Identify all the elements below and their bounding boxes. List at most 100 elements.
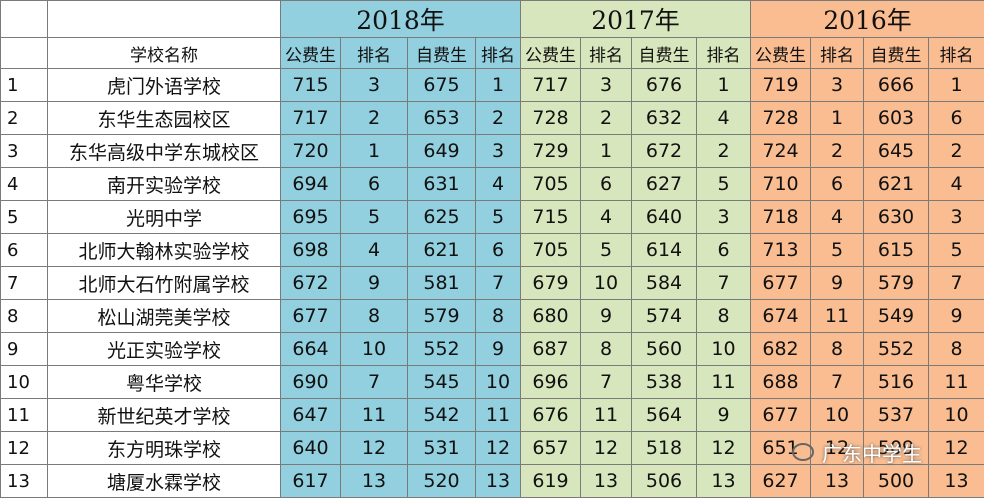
school-header: 学校名称 [48,38,281,69]
column-header: 排名 [811,38,864,69]
score-cell: 7 [581,366,632,399]
score-cell: 1 [811,102,864,135]
score-cell: 1 [341,135,408,168]
score-cell: 12 [581,432,632,465]
score-cell: 574 [632,300,697,333]
score-cell: 1 [581,135,632,168]
score-cell: 10 [341,333,408,366]
score-cell: 9 [929,300,984,333]
score-cell: 4 [581,201,632,234]
blank-cell [48,1,281,38]
score-cell: 531 [408,432,476,465]
row-index: 13 [1,465,48,498]
score-cell: 542 [408,399,476,432]
wechat-icon [792,442,818,464]
score-cell: 729 [521,135,581,168]
score-cell: 724 [751,135,811,168]
row-index: 4 [1,168,48,201]
score-cell: 11 [341,399,408,432]
row-index: 5 [1,201,48,234]
score-cell: 12 [697,432,751,465]
row-index: 7 [1,267,48,300]
column-header: 公费生 [751,38,811,69]
row-index: 1 [1,69,48,102]
score-cell: 715 [521,201,581,234]
score-cell: 715 [281,69,341,102]
score-cell: 500 [864,465,929,498]
score-cell: 719 [751,69,811,102]
school-name: 东方明珠学校 [48,432,281,465]
score-cell: 1 [476,69,521,102]
score-cell: 9 [697,399,751,432]
year-header: 2018年 [281,1,521,38]
year-header: 2017年 [521,1,751,38]
score-cell: 9 [581,300,632,333]
score-cell: 5 [581,234,632,267]
score-cell: 677 [281,300,341,333]
watermark-text: 广东中学生 [822,438,922,467]
score-cell: 7 [811,366,864,399]
school-name: 松山湖莞美学校 [48,300,281,333]
score-cell: 10 [581,267,632,300]
row-index: 3 [1,135,48,168]
school-name: 塘厦水霖学校 [48,465,281,498]
score-cell: 10 [697,333,751,366]
score-cell: 710 [751,168,811,201]
score-cell: 677 [751,267,811,300]
score-cell: 11 [697,366,751,399]
score-cell: 640 [632,201,697,234]
score-cell: 8 [581,333,632,366]
watermark: 广东中学生 [792,438,922,467]
school-name: 新世纪英才学校 [48,399,281,432]
score-cell: 5 [697,168,751,201]
column-header: 公费生 [281,38,341,69]
column-header: 排名 [341,38,408,69]
score-cell: 12 [929,432,984,465]
row-index: 9 [1,333,48,366]
score-cell: 649 [408,135,476,168]
score-cell: 728 [751,102,811,135]
score-cell: 13 [581,465,632,498]
column-header: 自费生 [632,38,697,69]
score-cell: 6 [476,234,521,267]
row-index: 6 [1,234,48,267]
school-name: 北师大翰林实验学校 [48,234,281,267]
score-cell: 694 [281,168,341,201]
score-cell: 3 [811,69,864,102]
score-cell: 584 [632,267,697,300]
score-cell: 545 [408,366,476,399]
score-cell: 717 [521,69,581,102]
score-cell: 680 [521,300,581,333]
score-cell: 6 [929,102,984,135]
score-cell: 5 [811,234,864,267]
score-cell: 696 [521,366,581,399]
score-cell: 11 [581,399,632,432]
score-cell: 7 [476,267,521,300]
score-cell: 688 [751,366,811,399]
score-cell: 13 [476,465,521,498]
score-cell: 617 [281,465,341,498]
score-cell: 614 [632,234,697,267]
score-cell: 2 [697,135,751,168]
score-cell: 11 [929,366,984,399]
score-cell: 560 [632,333,697,366]
score-cell: 10 [476,366,521,399]
score-cell: 4 [929,168,984,201]
column-header: 自费生 [864,38,929,69]
blank-cell [1,1,48,38]
subheader-row: 学校名称公费生排名自费生排名公费生排名自费生排名公费生排名自费生排名 [1,38,984,69]
score-cell: 6 [341,168,408,201]
school-name: 东华生态园校区 [48,102,281,135]
score-cell: 7 [929,267,984,300]
score-cell: 518 [632,432,697,465]
score-cell: 4 [811,201,864,234]
score-cell: 3 [341,69,408,102]
score-cell: 627 [632,168,697,201]
score-cell: 2 [581,102,632,135]
